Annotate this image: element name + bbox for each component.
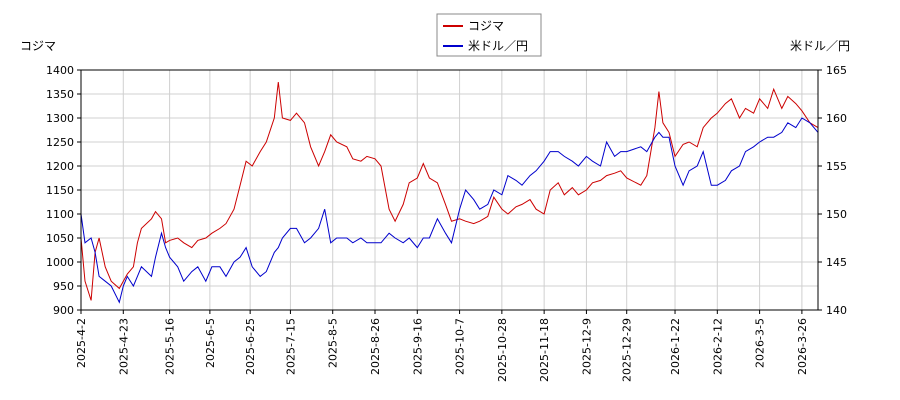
- x-tick-label: 2026-3-5: [754, 318, 767, 368]
- x-tick-label: 2025-5-16: [164, 318, 177, 375]
- left-tick-label: 1350: [46, 88, 74, 101]
- left-tick-label: 1100: [46, 208, 74, 221]
- legend-label-kojima: コジマ: [468, 19, 504, 33]
- left-tick-label: 1000: [46, 256, 74, 269]
- left-axis-label: コジマ: [20, 39, 56, 53]
- right-tick-label: 150: [826, 208, 847, 221]
- left-tick-label: 1050: [46, 232, 74, 245]
- x-tick-label: 2026-3-26: [796, 318, 809, 375]
- x-tick-label: 2025-7-15: [284, 318, 297, 375]
- legend: コジマ 米ドル／円: [436, 13, 542, 57]
- x-tick-label: 2025-10-7: [454, 318, 467, 375]
- series-layer: [80, 81, 819, 304]
- x-tick-label: 2025-4-23: [117, 318, 130, 375]
- x-tick-label: 2025-12-29: [621, 318, 634, 382]
- x-tick-label: 2025-8-5: [327, 318, 340, 368]
- right-tick-label: 165: [826, 64, 847, 77]
- right-y-axis: 140 145 150 155 160 165: [818, 64, 847, 317]
- left-y-axis: 900 950 1000 1050 1100 1150 1200 1250 1300 1350 14…: [46, 64, 81, 317]
- left-tick-label: 1250: [46, 136, 74, 149]
- right-tick-label: 145: [826, 256, 847, 269]
- left-tick-label: 950: [53, 280, 74, 293]
- x-tick-label: 2025-12-9: [580, 318, 593, 375]
- x-axis: 2025-4-2 2025-4-23 2025-5-16 2025-6-5 2025-6…: [75, 310, 809, 382]
- legend-label-usdjpy: 米ドル／円: [468, 39, 528, 53]
- grid: [81, 70, 818, 310]
- left-tick-label: 1200: [46, 160, 74, 173]
- left-tick-label: 1400: [46, 64, 74, 77]
- right-tick-label: 155: [826, 160, 847, 173]
- right-axis-label: 米ドル／円: [790, 39, 850, 53]
- series-line-usdjpy: [80, 117, 819, 304]
- left-tick-label: 1300: [46, 112, 74, 125]
- x-tick-label: 2026-1-22: [669, 318, 682, 375]
- x-tick-label: 2025-4-2: [75, 318, 88, 368]
- x-tick-label: 2025-11-18: [538, 318, 551, 382]
- left-tick-label: 1150: [46, 184, 74, 197]
- x-tick-label: 2025-9-16: [411, 318, 424, 375]
- series-line-kojima: [80, 81, 819, 301]
- legend-box: [436, 13, 542, 57]
- x-tick-label: 2025-8-26: [369, 318, 382, 375]
- right-tick-label: 160: [826, 112, 847, 125]
- left-tick-label: 900: [53, 304, 74, 317]
- right-tick-label: 140: [826, 304, 847, 317]
- x-tick-label: 2026-2-12: [711, 318, 724, 375]
- x-tick-label: 2025-10-28: [496, 318, 509, 382]
- x-tick-label: 2025-6-25: [244, 318, 257, 375]
- x-tick-label: 2025-6-5: [204, 318, 217, 368]
